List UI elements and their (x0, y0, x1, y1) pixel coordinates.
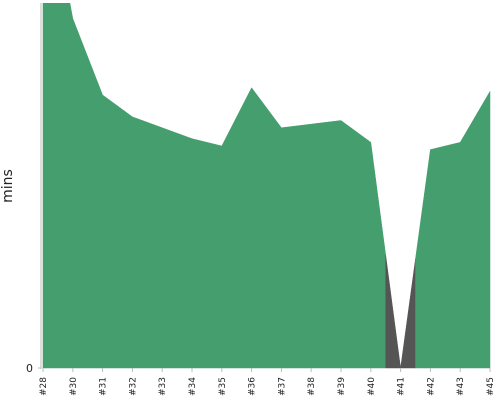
area-segment (415, 145, 446, 369)
area-segment (355, 130, 386, 369)
area-segment (176, 132, 208, 369)
x-tick-label: #30 (69, 377, 79, 396)
area-segment (385, 255, 416, 369)
area-segment (266, 106, 297, 369)
plot-area (42, 3, 491, 369)
x-tick-label: #31 (99, 377, 109, 396)
area-segment (117, 105, 148, 369)
area-segment (474, 90, 491, 369)
x-tick-label: #35 (218, 377, 228, 396)
x-tick-label: #40 (367, 377, 377, 396)
area-segment (236, 87, 267, 369)
y-axis-label: mins (0, 169, 16, 203)
x-tick-label: #37 (277, 377, 287, 396)
x-tick-label: #39 (337, 377, 347, 396)
area-segment (87, 56, 118, 369)
area-segment (325, 120, 357, 369)
area-segment (147, 121, 178, 369)
x-tick-label: #45 (486, 377, 496, 396)
x-tick-label: #33 (158, 377, 168, 396)
area-segment (42, 3, 59, 369)
area-segment (445, 115, 476, 369)
x-tick-label: #38 (307, 377, 317, 396)
x-tick-label: #41 (397, 377, 407, 396)
x-tick-label: #36 (248, 377, 258, 396)
area-segment (206, 116, 237, 369)
y-tick-label: 0 (26, 362, 33, 375)
x-tick-label: #28 (39, 377, 49, 396)
x-tick-label: #32 (128, 377, 138, 396)
x-tick-label: #43 (456, 377, 466, 396)
area-segment (57, 3, 88, 369)
x-tick-label: #34 (188, 377, 198, 396)
area-segment (296, 122, 327, 369)
x-tick-label: #42 (426, 377, 436, 396)
